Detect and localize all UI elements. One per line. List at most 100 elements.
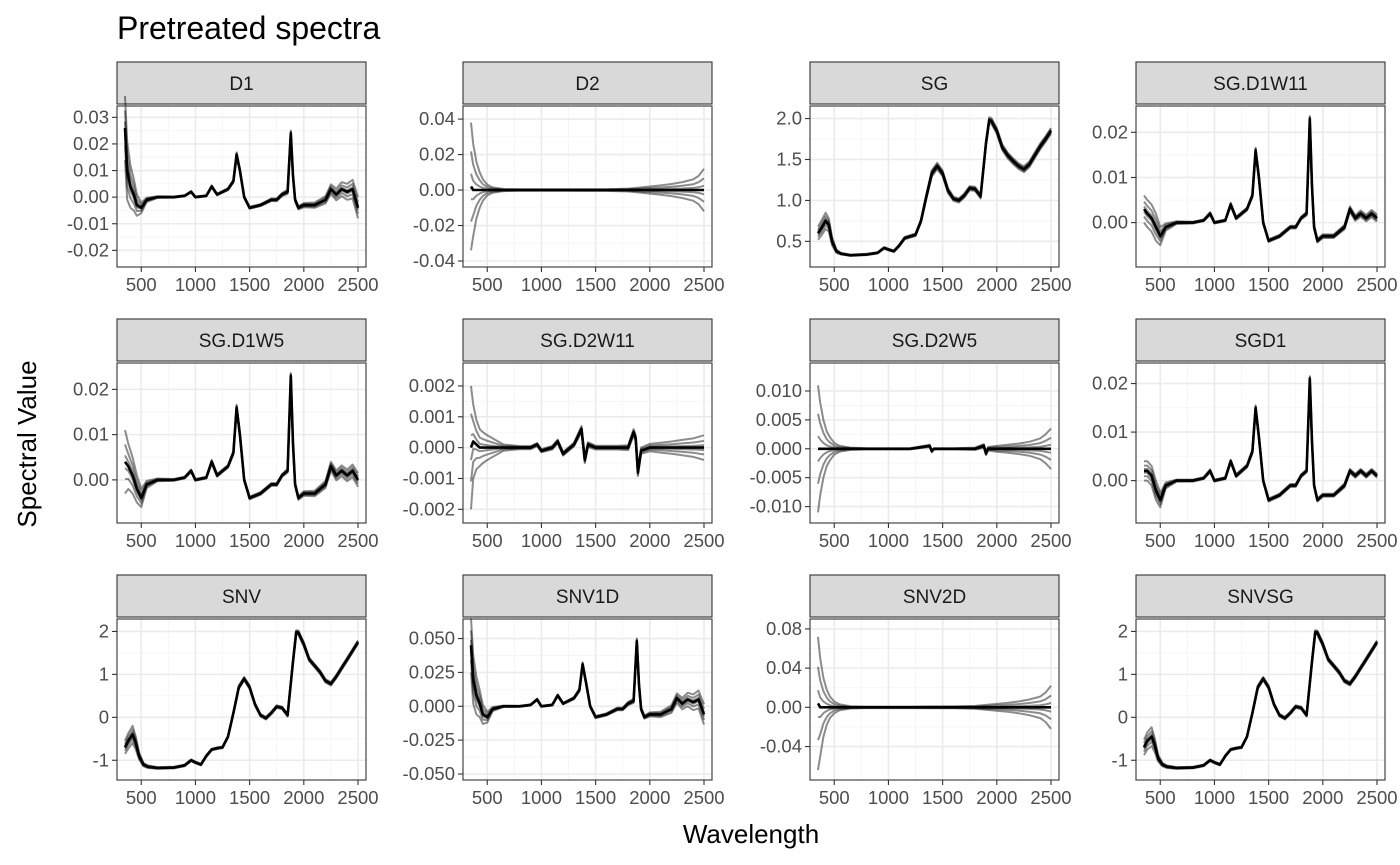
y-tick-label: 0.04 bbox=[419, 108, 455, 129]
x-tick-label: 2500 bbox=[337, 530, 378, 551]
panel-border bbox=[462, 362, 713, 524]
x-tick-label: 1500 bbox=[229, 787, 270, 808]
strip-label: SG bbox=[921, 74, 948, 95]
strip-label: SG.D2W11 bbox=[540, 331, 635, 352]
strip-header bbox=[116, 61, 367, 105]
y-tick-label: 2.0 bbox=[776, 108, 802, 129]
spectrum-line-mean bbox=[816, 702, 1051, 709]
y-tick-label: 0.5 bbox=[776, 230, 802, 251]
x-tick-label: 2500 bbox=[683, 530, 724, 551]
x-tick-label: 1000 bbox=[1194, 274, 1235, 295]
strip-label: D2 bbox=[575, 74, 599, 95]
x-tick-label: 2000 bbox=[629, 274, 670, 295]
y-tick-label: 1 bbox=[99, 663, 109, 684]
y-tick-label: 0 bbox=[99, 706, 109, 727]
y-tick-label: 0.01 bbox=[1092, 166, 1128, 187]
x-tick-label: 2000 bbox=[976, 787, 1017, 808]
y-tick-label: 1.5 bbox=[776, 148, 802, 169]
x-tick-label: 2500 bbox=[1356, 787, 1397, 808]
y-tick-label: -0.02 bbox=[67, 239, 109, 260]
strip-header bbox=[1135, 574, 1386, 618]
facet-panel-d2: D2 500 1000 1500 2000 2500 -0.04 -0.02 0.00 0.02 0… bbox=[413, 61, 725, 295]
panel-background bbox=[810, 619, 1059, 780]
x-tick-label: 2000 bbox=[976, 274, 1017, 295]
spectrum-line-mean bbox=[123, 127, 360, 210]
y-tick-label: 0.03 bbox=[73, 106, 109, 127]
y-tick-label: 0.005 bbox=[756, 409, 802, 430]
y-tick-label: 0.000 bbox=[756, 438, 802, 459]
y-tick-label: 2 bbox=[99, 620, 109, 641]
x-tick-label: 1500 bbox=[575, 530, 616, 551]
y-tick-label: 0.01 bbox=[73, 424, 109, 445]
y-tick-label: 0.00 bbox=[73, 469, 109, 490]
strip-label: SGD1 bbox=[1235, 331, 1287, 352]
y-tick-label: -0.005 bbox=[750, 467, 802, 488]
x-tick-label: 1500 bbox=[229, 274, 270, 295]
y-tick-label: -0.01 bbox=[67, 213, 109, 234]
y-tick-label: 0.02 bbox=[419, 144, 455, 165]
x-tick-label: 2500 bbox=[1030, 274, 1071, 295]
spectrum-line-mean bbox=[1142, 631, 1379, 770]
y-tick-label: 1.0 bbox=[776, 189, 802, 210]
y-tick-label: 0.04 bbox=[766, 657, 802, 678]
y-tick-label: -0.010 bbox=[750, 496, 802, 517]
panel-border bbox=[1135, 618, 1386, 781]
spectrum-line-mean bbox=[469, 640, 706, 719]
x-tick-label: 2000 bbox=[629, 530, 670, 551]
panel-background bbox=[810, 363, 1059, 523]
x-tick-label: 2000 bbox=[629, 787, 670, 808]
strip-header bbox=[809, 61, 1060, 105]
x-tick-label: 1500 bbox=[1248, 787, 1289, 808]
facet-panel-snvsg: SNVSG 500 1000 1500 2000 2500 -1 0 1 2 bbox=[1112, 574, 1398, 808]
strip-label: SG.D1W5 bbox=[199, 331, 285, 352]
y-tick-label: -0.04 bbox=[413, 250, 455, 271]
strip-header bbox=[809, 318, 1060, 362]
spectrum-line-mean bbox=[816, 118, 1053, 257]
y-tick-label: 0.00 bbox=[1092, 212, 1128, 233]
y-tick-label: 0.01 bbox=[73, 160, 109, 181]
y-tick-label: -0.001 bbox=[403, 467, 455, 488]
y-tick-label: -0.002 bbox=[403, 498, 455, 519]
strip-header bbox=[116, 574, 367, 618]
strip-label: SNV bbox=[222, 587, 261, 608]
spectrum-line-mean bbox=[123, 374, 360, 500]
x-tick-label: 2500 bbox=[1356, 274, 1397, 295]
y-tick-label: 0.000 bbox=[409, 695, 455, 716]
panel-border bbox=[462, 618, 713, 781]
x-tick-label: 500 bbox=[1145, 787, 1176, 808]
facet-panel-sg-d2w5: SG.D2W5 500 1000 1500 2000 2500 -0.010 -0.005 0.… bbox=[750, 318, 1072, 551]
y-tick-label: 0.02 bbox=[1092, 121, 1128, 142]
y-tick-label: 0.00 bbox=[73, 186, 109, 207]
x-tick-label: 500 bbox=[126, 274, 157, 295]
facet-panel-sg-d1w11: SG.D1W11 500 1000 1500 2000 2500 0.00 0.01 0.02 bbox=[1092, 61, 1398, 295]
x-tick-label: 1500 bbox=[922, 274, 963, 295]
facet-panel-sg-d2w11: SG.D2W11 500 1000 1500 2000 2500 -0.002 -0.001 0… bbox=[403, 318, 725, 551]
chart-title: Pretreated spectra bbox=[117, 10, 380, 46]
x-tick-label: 2000 bbox=[1302, 530, 1343, 551]
x-tick-label: 1500 bbox=[575, 787, 616, 808]
y-tick-label: 0.00 bbox=[419, 179, 455, 200]
x-tick-label: 1000 bbox=[1194, 530, 1235, 551]
x-tick-label: 1000 bbox=[521, 274, 562, 295]
x-tick-label: 1000 bbox=[175, 274, 216, 295]
strip-header bbox=[462, 574, 713, 618]
x-tick-label: 2000 bbox=[283, 530, 324, 551]
panel-background bbox=[1136, 619, 1385, 780]
y-tick-label: 0.02 bbox=[73, 378, 109, 399]
x-tick-label: 2000 bbox=[976, 530, 1017, 551]
x-tick-label: 2500 bbox=[1356, 530, 1397, 551]
facet-panel-d1: D1 500 1000 1500 2000 2500 -0.02 -0.01 0.00 0.01 0… bbox=[67, 61, 379, 295]
facet-panel-snv: SNV 500 1000 1500 2000 2500 -1 0 1 2 bbox=[93, 574, 379, 808]
y-tick-label: -0.025 bbox=[403, 729, 455, 750]
x-tick-label: 1500 bbox=[229, 530, 270, 551]
strip-label: SG.D2W5 bbox=[892, 331, 978, 352]
y-tick-label: 0.01 bbox=[1092, 421, 1128, 442]
y-tick-label: 0.050 bbox=[409, 628, 455, 649]
x-tick-label: 500 bbox=[819, 274, 850, 295]
panel-border bbox=[809, 618, 1060, 781]
x-tick-label: 1500 bbox=[1248, 530, 1289, 551]
y-tick-label: 0.000 bbox=[409, 437, 455, 458]
spectrum-line-mean bbox=[1144, 377, 1378, 502]
panel-border bbox=[809, 105, 1060, 268]
